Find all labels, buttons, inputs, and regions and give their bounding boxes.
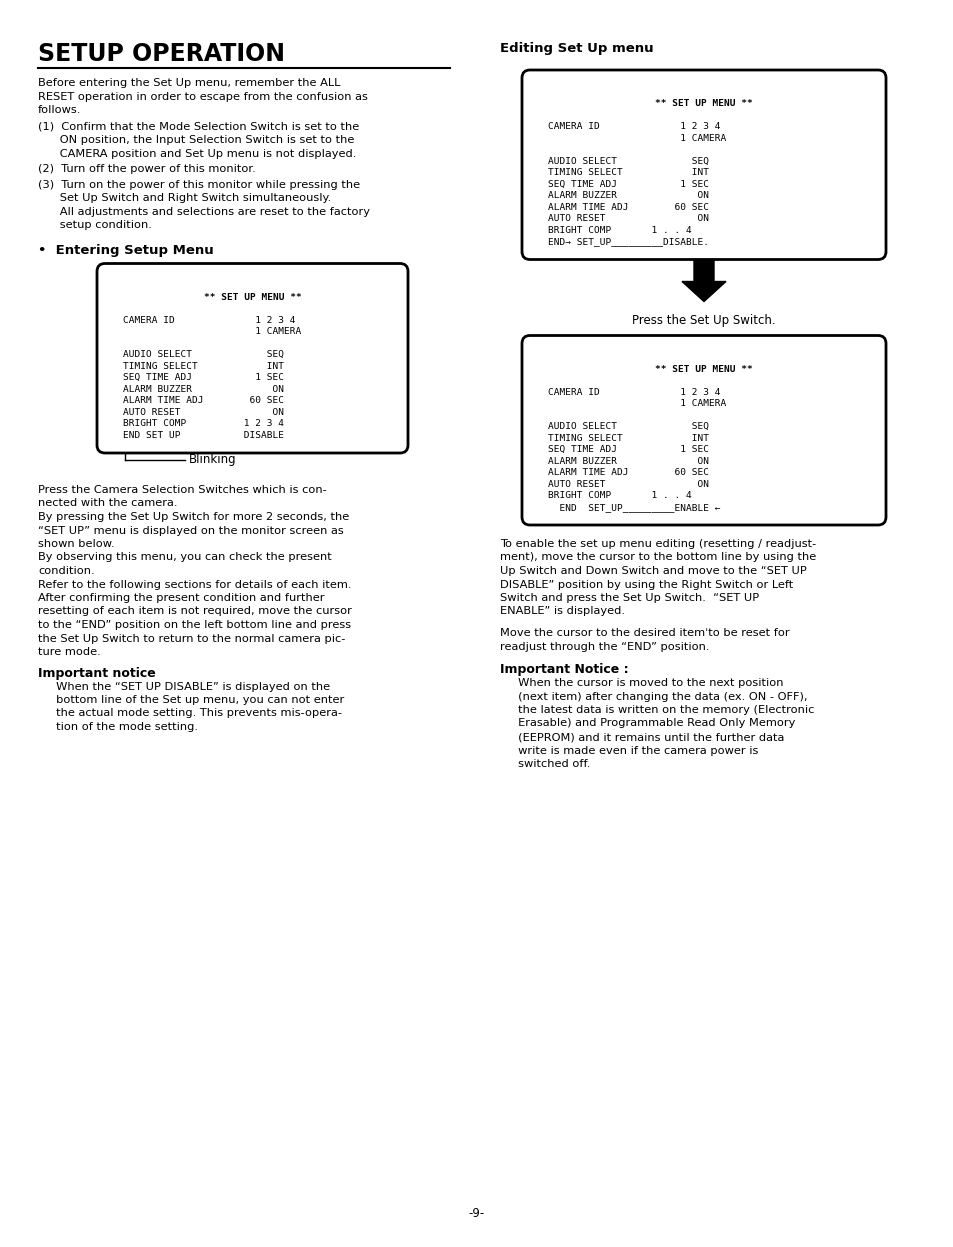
Text: Important Notice :: Important Notice : (499, 663, 628, 676)
Text: ALARM TIME ADJ        60 SEC: ALARM TIME ADJ 60 SEC (123, 397, 284, 405)
Text: tion of the mode setting.: tion of the mode setting. (38, 722, 198, 732)
Text: Erasable) and Programmable Read Only Memory: Erasable) and Programmable Read Only Mem… (499, 718, 795, 728)
Text: ture mode.: ture mode. (38, 647, 101, 657)
Text: Important notice: Important notice (38, 666, 155, 680)
Text: AUDIO SELECT             SEQ: AUDIO SELECT SEQ (547, 423, 708, 431)
Text: BRIGHT COMP       1 . . 4: BRIGHT COMP 1 . . 4 (547, 226, 691, 234)
Text: BRIGHT COMP          1 2 3 4: BRIGHT COMP 1 2 3 4 (123, 419, 284, 428)
Text: ENABLE” is displayed.: ENABLE” is displayed. (499, 606, 624, 616)
Text: After confirming the present condition and further: After confirming the present condition a… (38, 594, 324, 604)
Text: “SET UP” menu is displayed on the monitor screen as: “SET UP” menu is displayed on the monito… (38, 525, 343, 535)
Text: SEQ TIME ADJ           1 SEC: SEQ TIME ADJ 1 SEC (547, 180, 708, 188)
Text: nected with the camera.: nected with the camera. (38, 499, 177, 509)
Text: Blinking: Blinking (189, 454, 236, 466)
Text: resetting of each item is not required, move the cursor: resetting of each item is not required, … (38, 606, 352, 616)
Text: AUDIO SELECT             SEQ: AUDIO SELECT SEQ (547, 157, 708, 166)
Text: Editing Set Up menu: Editing Set Up menu (499, 42, 653, 55)
Text: ALARM TIME ADJ        60 SEC: ALARM TIME ADJ 60 SEC (547, 468, 708, 478)
Text: SEQ TIME ADJ           1 SEC: SEQ TIME ADJ 1 SEC (547, 445, 708, 454)
Text: AUTO RESET                ON: AUTO RESET ON (547, 214, 708, 223)
Text: AUTO RESET                ON: AUTO RESET ON (547, 480, 708, 489)
Text: CAMERA position and Set Up menu is not displayed.: CAMERA position and Set Up menu is not d… (38, 148, 356, 158)
FancyBboxPatch shape (97, 263, 408, 453)
Text: (2)  Turn off the power of this monitor.: (2) Turn off the power of this monitor. (38, 165, 255, 175)
Text: •  Entering Setup Menu: • Entering Setup Menu (38, 243, 213, 257)
Text: DISABLE” position by using the Right Switch or Left: DISABLE” position by using the Right Swi… (499, 580, 792, 590)
Text: condition.: condition. (38, 566, 94, 576)
Text: To enable the set up menu editing (resetting / readjust-: To enable the set up menu editing (reset… (499, 539, 816, 549)
Text: (1)  Confirm that the Mode Selection Switch is set to the: (1) Confirm that the Mode Selection Swit… (38, 121, 359, 131)
Text: AUTO RESET                ON: AUTO RESET ON (123, 408, 284, 416)
Text: the latest data is written on the memory (Electronic: the latest data is written on the memory… (499, 705, 814, 715)
Text: END  SET_UP_________ENABLE ←: END SET_UP_________ENABLE ← (547, 503, 720, 511)
Text: (3)  Turn on the power of this monitor while pressing the: (3) Turn on the power of this monitor wh… (38, 180, 359, 190)
Text: ment), move the cursor to the bottom line by using the: ment), move the cursor to the bottom lin… (499, 552, 816, 562)
Text: ALARM BUZZER              ON: ALARM BUZZER ON (123, 385, 284, 394)
Text: follows.: follows. (38, 105, 81, 115)
Text: -9-: -9- (468, 1207, 485, 1220)
Text: Before entering the Set Up menu, remember the ALL: Before entering the Set Up menu, remembe… (38, 79, 340, 89)
Text: CAMERA ID              1 2 3 4: CAMERA ID 1 2 3 4 (123, 315, 295, 324)
Text: Press the Camera Selection Switches which is con-: Press the Camera Selection Switches whic… (38, 485, 327, 495)
Text: the actual mode setting. This prevents mis-opera-: the actual mode setting. This prevents m… (38, 708, 341, 718)
Text: write is made even if the camera power is: write is made even if the camera power i… (499, 746, 758, 756)
Text: Move the cursor to the desired itemˈto be reset for: Move the cursor to the desired itemˈto b… (499, 628, 789, 638)
Text: SEQ TIME ADJ           1 SEC: SEQ TIME ADJ 1 SEC (123, 373, 284, 382)
Text: ** SET UP MENU **: ** SET UP MENU ** (655, 100, 752, 108)
Text: (next item) after changing the data (ex. ON - OFF),: (next item) after changing the data (ex.… (499, 692, 806, 702)
Text: END→ SET_UP_________DISABLE.: END→ SET_UP_________DISABLE. (547, 237, 708, 246)
Text: TIMING SELECT            INT: TIMING SELECT INT (547, 168, 708, 177)
Text: ALARM BUZZER              ON: ALARM BUZZER ON (547, 456, 708, 465)
Text: TIMING SELECT            INT: TIMING SELECT INT (547, 434, 708, 443)
Text: When the “SET UP DISABLE” is displayed on the: When the “SET UP DISABLE” is displayed o… (38, 682, 330, 692)
Text: 1 CAMERA: 1 CAMERA (123, 327, 301, 337)
FancyBboxPatch shape (521, 70, 885, 259)
Text: RESET operation in order to escape from the confusion as: RESET operation in order to escape from … (38, 91, 368, 101)
Text: (EEPROM) and it remains until the further data: (EEPROM) and it remains until the furthe… (499, 732, 783, 742)
Text: ALARM TIME ADJ        60 SEC: ALARM TIME ADJ 60 SEC (547, 203, 708, 212)
Text: shown below.: shown below. (38, 539, 114, 549)
Text: ON position, the Input Selection Switch is set to the: ON position, the Input Selection Switch … (38, 135, 354, 145)
Text: AUDIO SELECT             SEQ: AUDIO SELECT SEQ (123, 350, 284, 359)
Text: Press the Set Up Switch.: Press the Set Up Switch. (632, 313, 775, 327)
Text: Set Up Switch and Right Switch simultaneously.: Set Up Switch and Right Switch simultane… (38, 193, 331, 203)
Text: CAMERA ID              1 2 3 4: CAMERA ID 1 2 3 4 (547, 388, 720, 397)
Text: When the cursor is moved to the next position: When the cursor is moved to the next pos… (499, 678, 782, 688)
Text: TIMING SELECT            INT: TIMING SELECT INT (123, 362, 284, 370)
Text: setup condition.: setup condition. (38, 219, 152, 229)
Text: ALARM BUZZER              ON: ALARM BUZZER ON (547, 191, 708, 201)
Polygon shape (681, 259, 725, 302)
Text: 1 CAMERA: 1 CAMERA (547, 399, 725, 408)
Text: Up Switch and Down Switch and move to the “SET UP: Up Switch and Down Switch and move to th… (499, 566, 806, 576)
Text: SETUP OPERATION: SETUP OPERATION (38, 42, 285, 66)
Text: END SET UP           DISABLE: END SET UP DISABLE (123, 430, 284, 440)
Text: ** SET UP MENU **: ** SET UP MENU ** (203, 293, 301, 302)
Text: 1 CAMERA: 1 CAMERA (547, 133, 725, 142)
Text: ** SET UP MENU **: ** SET UP MENU ** (655, 364, 752, 374)
Text: By observing this menu, you can check the present: By observing this menu, you can check th… (38, 552, 332, 562)
Text: the Set Up Switch to return to the normal camera pic-: the Set Up Switch to return to the norma… (38, 633, 345, 643)
Text: bottom line of the Set up menu, you can not enter: bottom line of the Set up menu, you can … (38, 695, 344, 705)
Text: Switch and press the Set Up Switch.  “SET UP: Switch and press the Set Up Switch. “SET… (499, 594, 759, 604)
Text: switched off.: switched off. (499, 759, 590, 769)
Text: readjust through the “END” position.: readjust through the “END” position. (499, 641, 709, 651)
Text: All adjustments and selections are reset to the factory: All adjustments and selections are reset… (38, 207, 370, 217)
Text: Refer to the following sections for details of each item.: Refer to the following sections for deta… (38, 580, 351, 590)
Text: BRIGHT COMP       1 . . 4: BRIGHT COMP 1 . . 4 (547, 491, 691, 500)
Text: CAMERA ID              1 2 3 4: CAMERA ID 1 2 3 4 (547, 122, 720, 131)
Text: to the “END” position on the left bottom line and press: to the “END” position on the left bottom… (38, 620, 351, 630)
Text: By pressing the Set Up Switch for more 2 seconds, the: By pressing the Set Up Switch for more 2… (38, 513, 349, 522)
FancyBboxPatch shape (521, 335, 885, 525)
